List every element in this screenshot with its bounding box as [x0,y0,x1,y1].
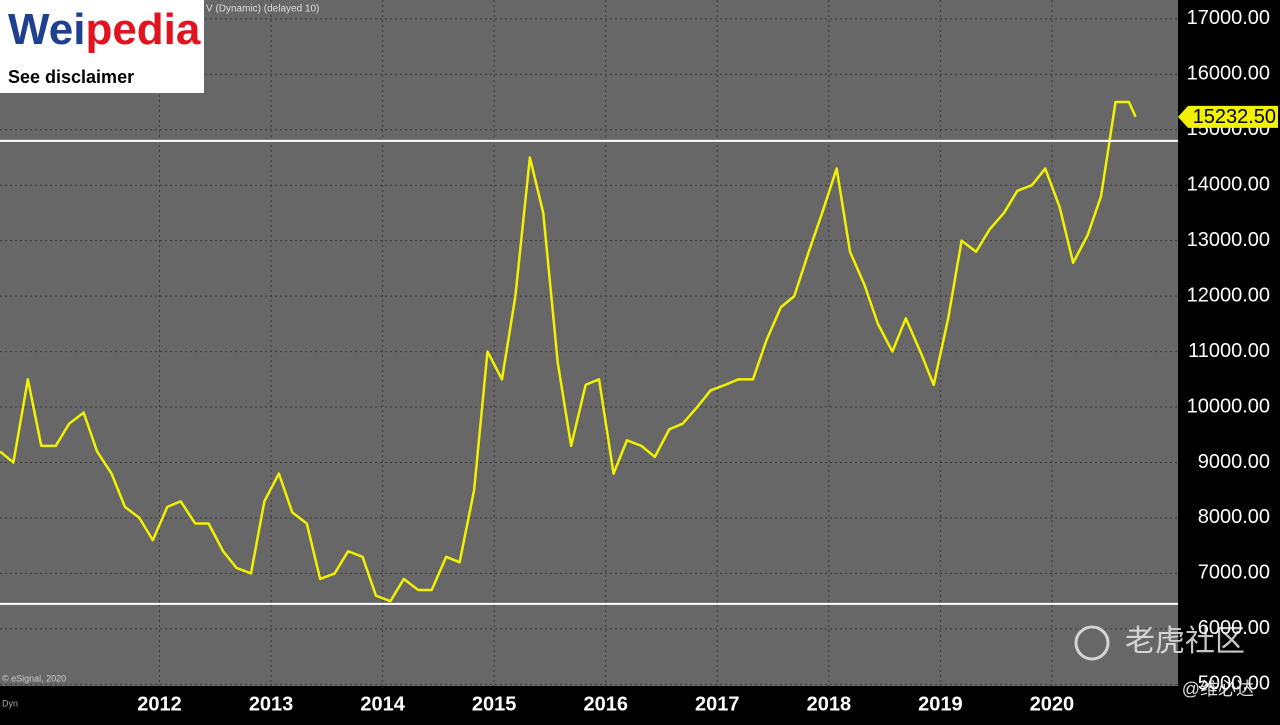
y-tick-label: 8000.00 [1198,506,1270,528]
price-line [0,100,1137,603]
watermark: 老虎社区 [1125,625,1245,658]
x-tick-label: 2019 [918,693,963,715]
x-tick-label: 2014 [360,693,405,715]
x-tick-label: 2016 [583,693,628,715]
x-tick-label: 2020 [1030,693,1075,715]
y-tick-label: 17000.00 [1187,7,1270,29]
y-tick-label: 12000.00 [1187,284,1270,306]
last-price-label: 15232.50 [1193,106,1276,128]
y-tick-label: 5000.00 [1198,673,1270,695]
source: © eSignal, 2020 [2,673,66,683]
handle: @维必达 [1182,679,1254,699]
x-tick-label: 2012 [137,693,182,715]
mode: Dyn [2,698,18,708]
y-tick-label: 10000.00 [1187,395,1270,417]
y-tick-label: 11000.00 [1188,340,1270,362]
header: V (Dynamic) (delayed 10) [206,4,319,15]
x-tick-label: 2013 [249,693,294,715]
x-tick-label: 2017 [695,693,740,715]
logo-right: pedia [85,5,200,54]
logo-left: Wei [8,5,85,54]
y-tick-label: 9000.00 [1198,451,1270,473]
y-tick-label: 13000.00 [1187,229,1270,251]
disclaimer: See disclaimer [8,67,134,87]
last-price-box [1178,105,1278,128]
watermark-icon [1074,625,1110,661]
x-tick-label: 2018 [807,693,852,715]
plot-area [0,0,1178,686]
logo-box [0,0,204,93]
y-tick-label: 14000.00 [1187,174,1270,196]
logo: Weipedia [8,5,201,54]
y-tick-label: 7000.00 [1198,562,1270,584]
x-tick-label: 2015 [472,693,517,715]
y-tick-label: 6000.00 [1198,617,1270,639]
y-tick-label: 16000.00 [1187,63,1270,85]
